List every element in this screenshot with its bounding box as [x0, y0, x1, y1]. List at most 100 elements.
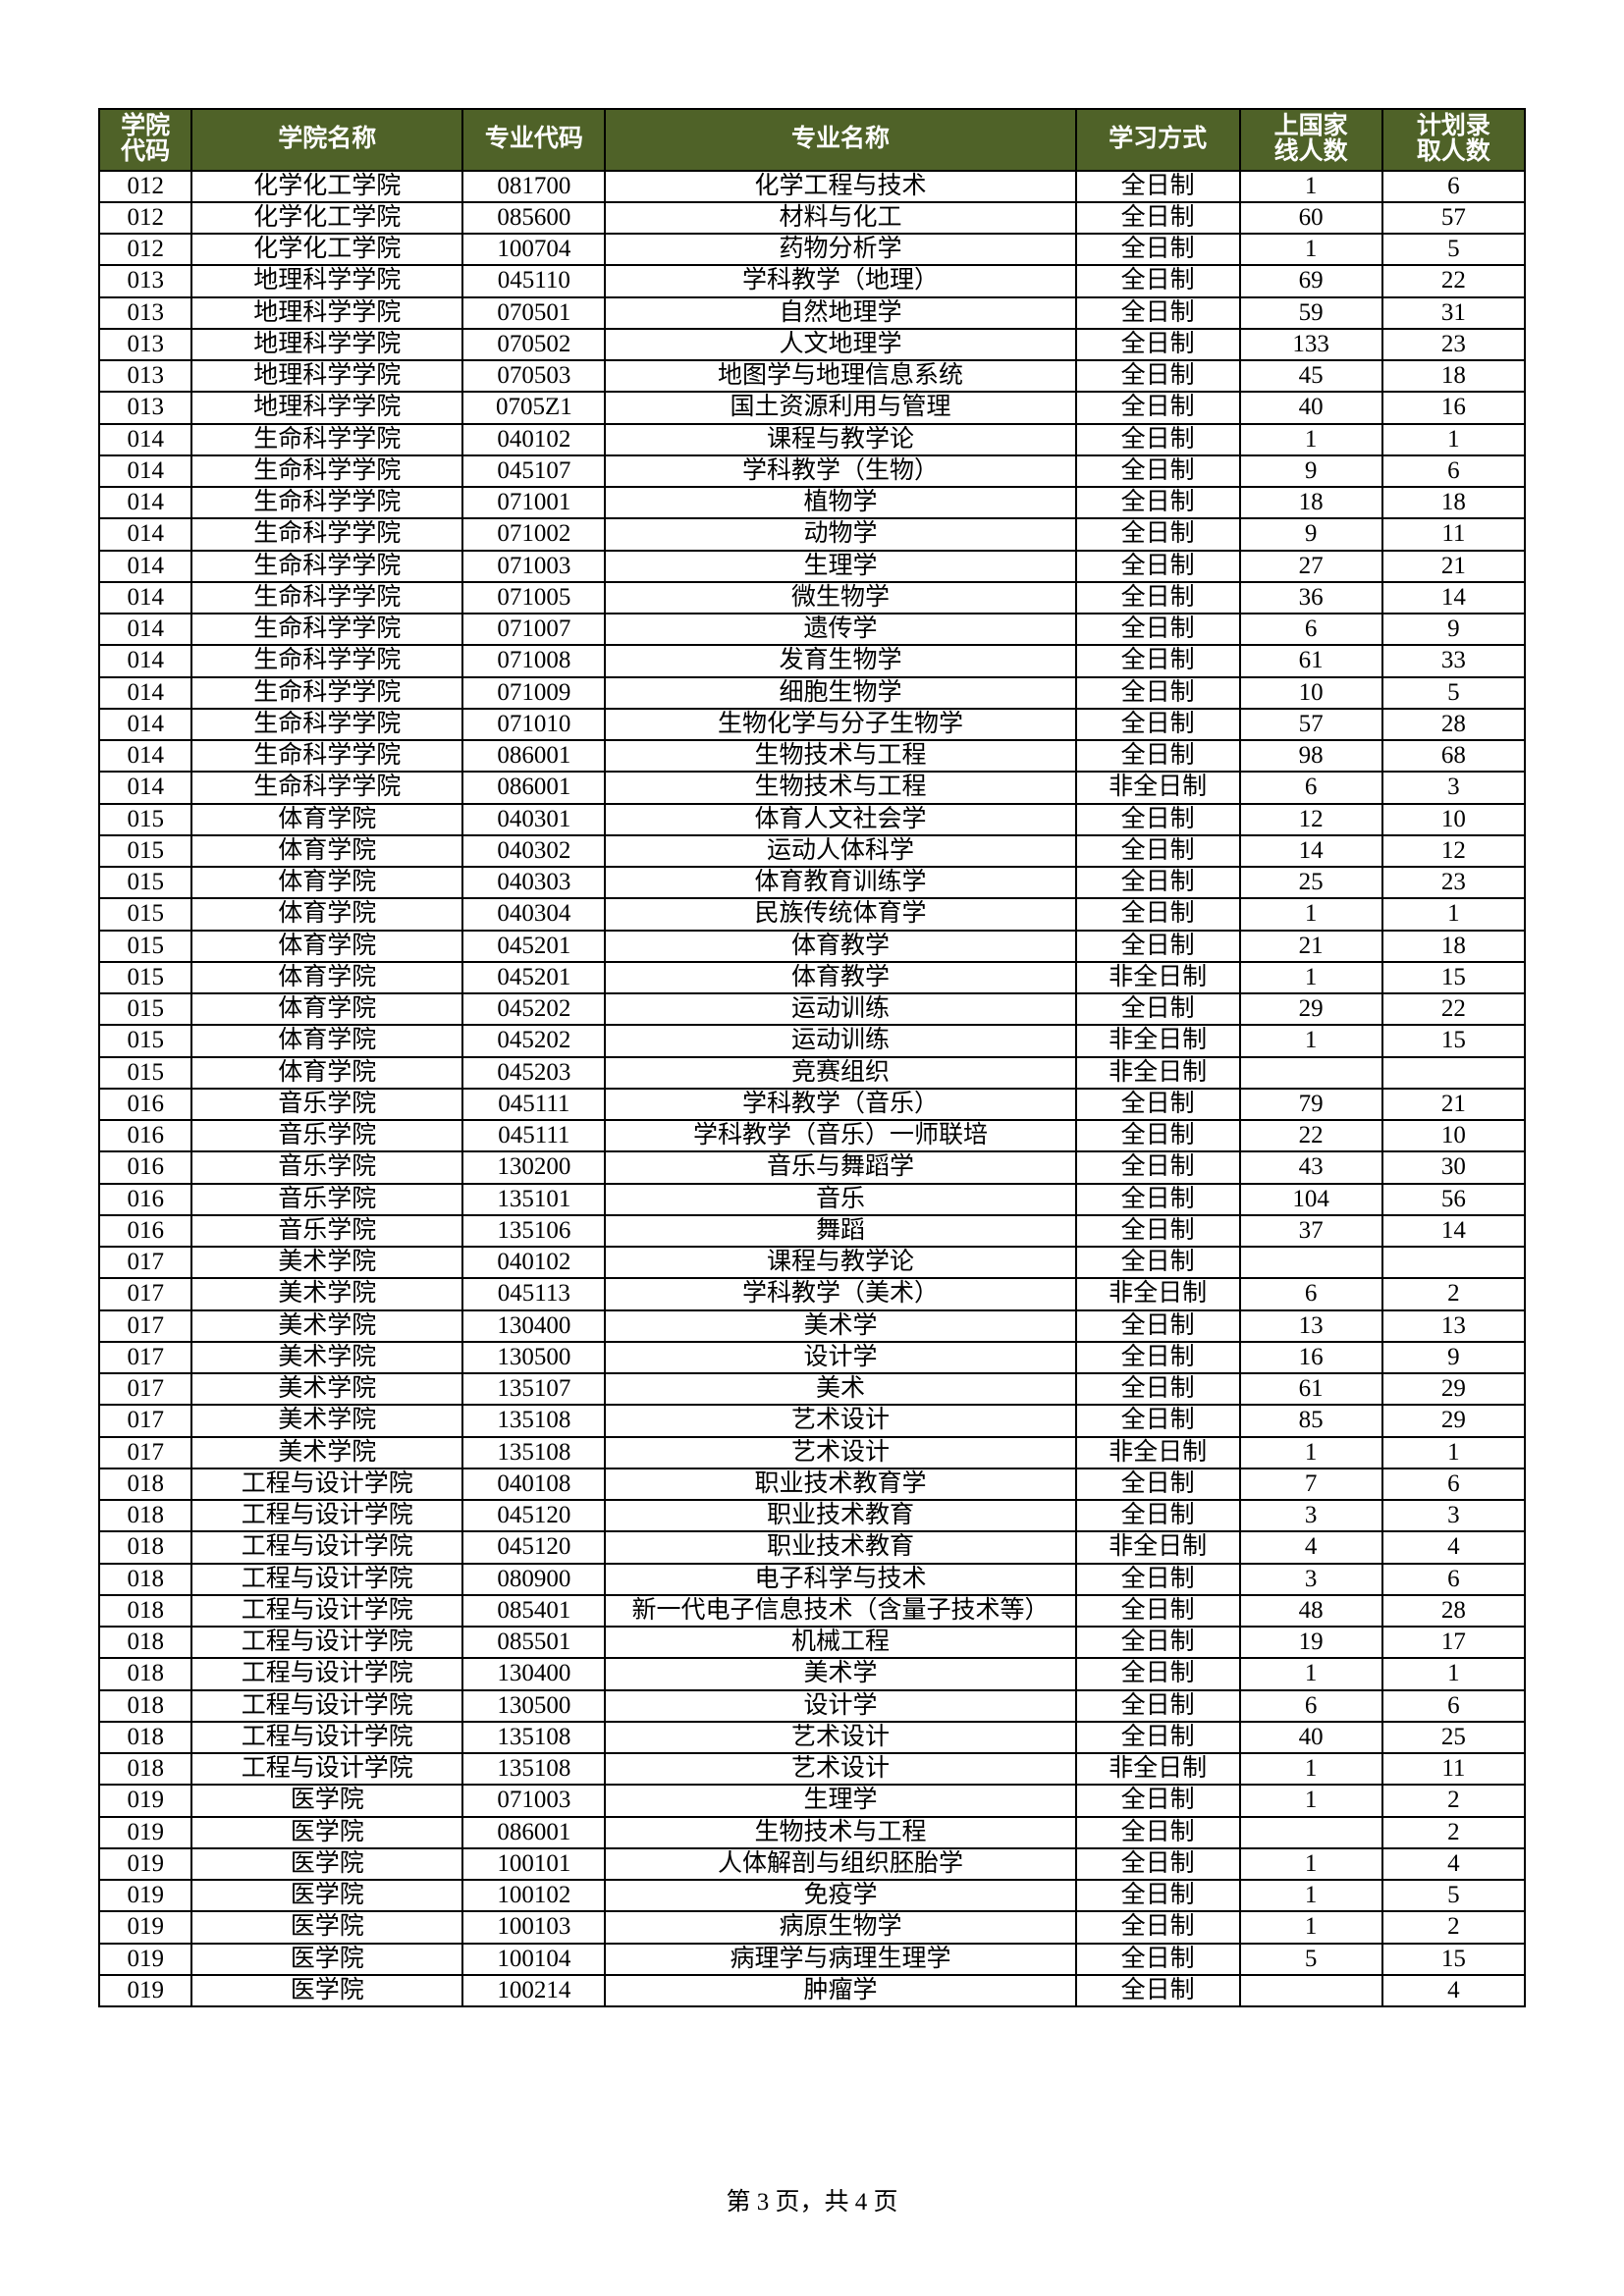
cell-r17-c1: 生命科学学院: [191, 709, 462, 740]
cell-r6-c2: 070503: [462, 360, 605, 392]
cell-r22-c1: 体育学院: [191, 867, 462, 898]
cell-r37-c6: 9: [1382, 1342, 1525, 1373]
cell-r18-c1: 生命科学学院: [191, 740, 462, 772]
cell-r30-c4: 全日制: [1076, 1120, 1240, 1151]
cell-r16-c2: 071009: [462, 677, 605, 709]
cell-r47-c6: 1: [1382, 1658, 1525, 1689]
cell-r14-c0: 014: [99, 614, 191, 645]
cell-r23-c1: 体育学院: [191, 898, 462, 930]
cell-r13-c5: 36: [1240, 582, 1382, 614]
cell-r17-c5: 57: [1240, 709, 1382, 740]
table-row: 018工程与设计学院130500设计学全日制66: [99, 1690, 1525, 1722]
cell-r41-c5: 7: [1240, 1468, 1382, 1500]
table-row: 015体育学院045202运动训练非全日制115: [99, 1025, 1525, 1056]
cell-r2-c2: 100704: [462, 234, 605, 265]
cell-r24-c1: 体育学院: [191, 931, 462, 962]
cell-r33-c6: 14: [1382, 1215, 1525, 1247]
cell-r14-c3: 遗传学: [605, 614, 1075, 645]
col-header-5: 上国家线人数: [1240, 109, 1382, 171]
cell-r15-c2: 071008: [462, 645, 605, 676]
cell-r56-c1: 医学院: [191, 1944, 462, 1975]
cell-r18-c4: 全日制: [1076, 740, 1240, 772]
cell-r43-c1: 工程与设计学院: [191, 1531, 462, 1563]
cell-r11-c3: 动物学: [605, 518, 1075, 550]
table-row: 015体育学院045201体育教学全日制2118: [99, 931, 1525, 962]
cell-r26-c0: 015: [99, 993, 191, 1025]
cell-r13-c6: 14: [1382, 582, 1525, 614]
cell-r8-c0: 014: [99, 424, 191, 455]
cell-r9-c3: 学科教学（生物）: [605, 455, 1075, 487]
cell-r21-c1: 体育学院: [191, 835, 462, 867]
cell-r3-c3: 学科教学（地理）: [605, 265, 1075, 296]
cell-r33-c2: 135106: [462, 1215, 605, 1247]
cell-r19-c1: 生命科学学院: [191, 772, 462, 803]
cell-r50-c5: 1: [1240, 1753, 1382, 1785]
cell-r10-c1: 生命科学学院: [191, 487, 462, 518]
cell-r41-c1: 工程与设计学院: [191, 1468, 462, 1500]
cell-r36-c0: 017: [99, 1310, 191, 1342]
cell-r22-c4: 全日制: [1076, 867, 1240, 898]
cell-r22-c3: 体育教育训练学: [605, 867, 1075, 898]
cell-r30-c2: 045111: [462, 1120, 605, 1151]
cell-r38-c4: 全日制: [1076, 1373, 1240, 1405]
cell-r32-c1: 音乐学院: [191, 1184, 462, 1215]
cell-r10-c4: 全日制: [1076, 487, 1240, 518]
cell-r34-c4: 全日制: [1076, 1247, 1240, 1278]
table-row: 019医学院100102免疫学全日制15: [99, 1880, 1525, 1911]
cell-r38-c6: 29: [1382, 1373, 1525, 1405]
cell-r21-c6: 12: [1382, 835, 1525, 867]
cell-r54-c2: 100102: [462, 1880, 605, 1911]
cell-r26-c4: 全日制: [1076, 993, 1240, 1025]
cell-r54-c4: 全日制: [1076, 1880, 1240, 1911]
cell-r17-c4: 全日制: [1076, 709, 1240, 740]
table-header: 学院代码学院名称专业代码专业名称学习方式上国家线人数计划录取人数: [99, 109, 1525, 171]
cell-r57-c1: 医学院: [191, 1975, 462, 2006]
cell-r20-c1: 体育学院: [191, 804, 462, 835]
table-row: 019医学院071003生理学全日制12: [99, 1785, 1525, 1816]
cell-r42-c6: 3: [1382, 1500, 1525, 1531]
cell-r18-c6: 68: [1382, 740, 1525, 772]
cell-r23-c0: 015: [99, 898, 191, 930]
cell-r18-c5: 98: [1240, 740, 1382, 772]
cell-r7-c0: 013: [99, 392, 191, 423]
cell-r55-c3: 病原生物学: [605, 1911, 1075, 1943]
cell-r12-c3: 生理学: [605, 551, 1075, 582]
table-row: 013地理科学学院045110学科教学（地理）全日制6922: [99, 265, 1525, 296]
cell-r1-c4: 全日制: [1076, 202, 1240, 234]
cell-r14-c1: 生命科学学院: [191, 614, 462, 645]
cell-r4-c6: 31: [1382, 297, 1525, 329]
cell-r12-c0: 014: [99, 551, 191, 582]
cell-r19-c2: 086001: [462, 772, 605, 803]
cell-r0-c6: 6: [1382, 171, 1525, 202]
cell-r44-c6: 6: [1382, 1564, 1525, 1595]
cell-r42-c2: 045120: [462, 1500, 605, 1531]
cell-r13-c3: 微生物学: [605, 582, 1075, 614]
cell-r57-c4: 全日制: [1076, 1975, 1240, 2006]
cell-r32-c6: 56: [1382, 1184, 1525, 1215]
cell-r25-c0: 015: [99, 962, 191, 993]
table-row: 015体育学院040302运动人体科学全日制1412: [99, 835, 1525, 867]
cell-r53-c0: 019: [99, 1848, 191, 1880]
table-row: 013地理科学学院070501自然地理学全日制5931: [99, 297, 1525, 329]
cell-r34-c5: [1240, 1247, 1382, 1278]
cell-r47-c0: 018: [99, 1658, 191, 1689]
cell-r46-c1: 工程与设计学院: [191, 1627, 462, 1658]
cell-r2-c0: 012: [99, 234, 191, 265]
cell-r14-c4: 全日制: [1076, 614, 1240, 645]
cell-r20-c2: 040301: [462, 804, 605, 835]
cell-r46-c4: 全日制: [1076, 1627, 1240, 1658]
table-row: 015体育学院045203竞赛组织非全日制: [99, 1057, 1525, 1089]
cell-r40-c5: 1: [1240, 1437, 1382, 1468]
cell-r17-c0: 014: [99, 709, 191, 740]
cell-r15-c0: 014: [99, 645, 191, 676]
cell-r51-c6: 2: [1382, 1785, 1525, 1816]
table-row: 014生命科学学院071007遗传学全日制69: [99, 614, 1525, 645]
cell-r47-c2: 130400: [462, 1658, 605, 1689]
cell-r28-c1: 体育学院: [191, 1057, 462, 1089]
cell-r52-c0: 019: [99, 1817, 191, 1848]
cell-r8-c3: 课程与教学论: [605, 424, 1075, 455]
cell-r28-c0: 015: [99, 1057, 191, 1089]
cell-r35-c3: 学科教学（美术）: [605, 1278, 1075, 1309]
cell-r28-c3: 竞赛组织: [605, 1057, 1075, 1089]
cell-r1-c3: 材料与化工: [605, 202, 1075, 234]
